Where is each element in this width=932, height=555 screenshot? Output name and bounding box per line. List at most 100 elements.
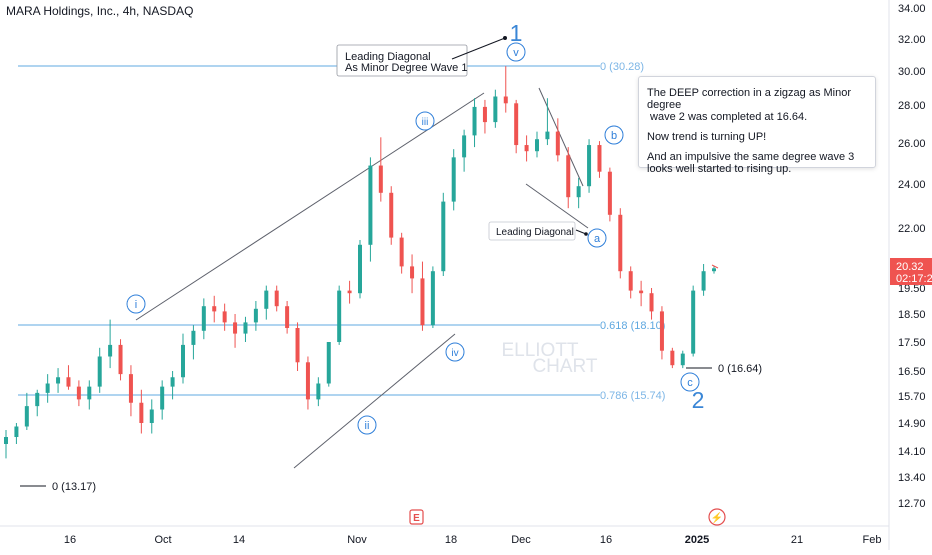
wave-label-v[interactable]: v	[506, 42, 526, 62]
candle[interactable]	[420, 261, 425, 331]
candle[interactable]	[347, 280, 352, 304]
wave-label-a[interactable]: a	[587, 228, 607, 248]
diagonal-lower-line[interactable]	[293, 333, 456, 469]
candle[interactable]	[691, 285, 696, 357]
candle[interactable]	[264, 285, 269, 320]
candle[interactable]	[160, 380, 165, 420]
candle[interactable]	[222, 303, 227, 331]
candle[interactable]	[316, 377, 321, 407]
candle[interactable]	[628, 266, 633, 299]
wave-label-ii[interactable]: ii	[357, 415, 377, 435]
wave-label-iv[interactable]: iv	[445, 342, 465, 362]
time-axis[interactable]: 16 Oct 14 Nov 18 Dec 16 2025 21 Feb	[64, 534, 882, 546]
candle[interactable]	[430, 266, 435, 328]
wave-label-b[interactable]: b	[604, 125, 624, 145]
candle[interactable]	[670, 347, 675, 369]
candle[interactable]	[358, 240, 362, 299]
candle[interactable]	[389, 186, 394, 245]
wave-label-i[interactable]: i	[126, 294, 146, 314]
candle[interactable]	[97, 347, 102, 393]
candle[interactable]	[139, 389, 144, 434]
candle[interactable]	[87, 380, 92, 410]
candle[interactable]	[659, 306, 664, 360]
candle[interactable]	[274, 285, 279, 312]
candle[interactable]	[493, 89, 498, 128]
candle[interactable]	[118, 339, 123, 381]
earnings-marker[interactable]: E	[409, 509, 424, 525]
candle-body	[566, 155, 571, 198]
candle[interactable]	[597, 141, 602, 178]
candle[interactable]	[45, 374, 50, 403]
candle-body	[410, 266, 415, 279]
candle[interactable]	[295, 322, 300, 371]
candle[interactable]	[535, 131, 539, 158]
candle[interactable]	[607, 167, 612, 222]
candle[interactable]	[368, 157, 373, 262]
candle[interactable]	[566, 147, 571, 209]
candle[interactable]	[4, 430, 8, 459]
candle[interactable]	[128, 365, 133, 417]
candle[interactable]	[587, 139, 592, 193]
candle[interactable]	[482, 99, 487, 134]
candle[interactable]	[76, 380, 81, 407]
candle[interactable]	[14, 423, 19, 444]
candle[interactable]	[326, 342, 331, 387]
wave-label-c[interactable]: c	[680, 372, 700, 392]
candle[interactable]	[545, 98, 550, 146]
diagonal-2-upper-line[interactable]	[538, 87, 584, 187]
candle[interactable]	[503, 66, 508, 113]
candle[interactable]	[253, 301, 258, 331]
dividend-marker[interactable]: ⚡	[708, 508, 726, 526]
candle[interactable]	[649, 288, 654, 320]
candle-body	[399, 237, 404, 267]
candle[interactable]	[108, 319, 113, 369]
candle[interactable]	[35, 389, 40, 417]
candle[interactable]	[701, 264, 706, 296]
candle[interactable]	[451, 149, 456, 211]
info-note-box[interactable]: The DEEP correction in a zigzag as Minor…	[638, 76, 876, 175]
candle[interactable]	[712, 266, 716, 274]
candle[interactable]	[243, 316, 248, 342]
price-axis[interactable]: 34.00 32.00 30.00 28.00 26.00 24.00 22.00 19.50…	[898, 3, 926, 510]
candle[interactable]	[212, 295, 217, 323]
wave-label-major-2[interactable]: 2	[692, 387, 705, 413]
candle[interactable]	[462, 129, 467, 172]
candle[interactable]	[410, 254, 415, 294]
candle[interactable]	[181, 333, 185, 384]
candle-body	[170, 377, 175, 387]
candle[interactable]	[555, 118, 560, 162]
diagonal-2-lower-line[interactable]	[525, 183, 589, 229]
candle[interactable]	[201, 298, 206, 340]
wave-label-major-1[interactable]: 1	[510, 20, 523, 46]
candle[interactable]	[191, 325, 196, 360]
candle[interactable]	[399, 232, 404, 274]
callout-diagonal-2-box[interactable]	[488, 221, 576, 241]
candle[interactable]	[149, 399, 154, 434]
wave-label-iii[interactable]: iii	[415, 111, 435, 131]
candles[interactable]	[4, 66, 716, 459]
candle[interactable]	[514, 99, 519, 154]
candle[interactable]	[56, 368, 61, 393]
candle[interactable]	[618, 208, 623, 279]
candle[interactable]	[441, 192, 446, 276]
candle[interactable]	[472, 98, 477, 148]
wave-label-v-text: v	[513, 47, 519, 59]
candle[interactable]	[66, 365, 71, 390]
current-price-badge[interactable]: 20.32 02:17:2	[890, 258, 932, 285]
diagonal-upper-line[interactable]	[135, 92, 485, 321]
candle[interactable]	[170, 371, 175, 400]
candle[interactable]	[576, 177, 581, 209]
candle[interactable]	[524, 135, 529, 162]
candle[interactable]	[378, 137, 383, 202]
candle[interactable]	[24, 392, 29, 430]
info-note-line-4: And an impulsive the same degree wave 3	[647, 151, 855, 163]
candle[interactable]	[337, 285, 342, 345]
candle[interactable]	[680, 350, 685, 369]
candle[interactable]	[285, 301, 290, 334]
candle[interactable]	[639, 280, 644, 307]
candle[interactable]	[305, 356, 310, 410]
candle[interactable]	[233, 314, 238, 348]
callout-diagonal-1-box[interactable]	[336, 44, 468, 77]
